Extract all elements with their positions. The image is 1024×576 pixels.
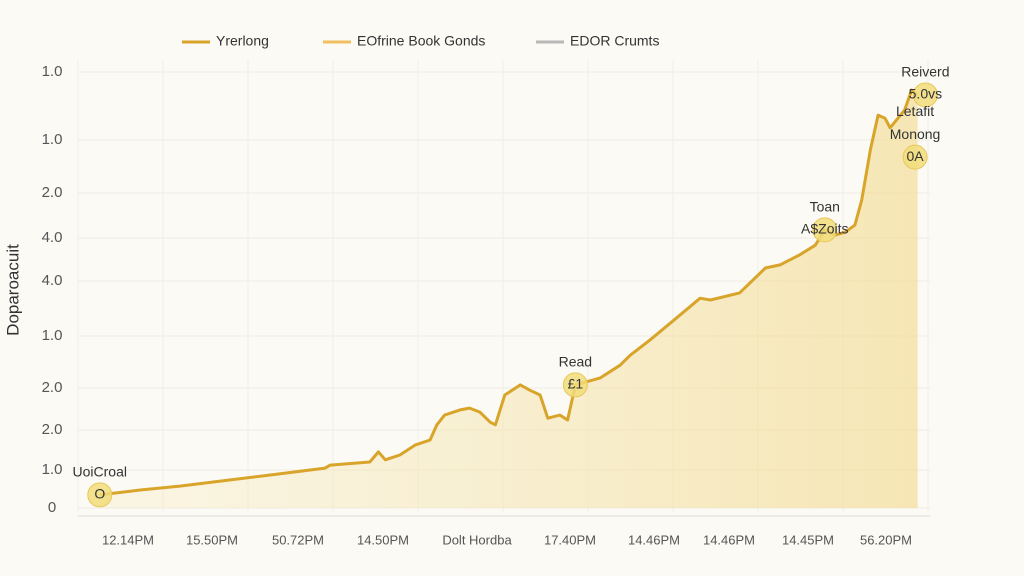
x-tick-label: 15.50PM xyxy=(186,532,238,547)
annotation-marker xyxy=(562,372,588,398)
area xyxy=(99,90,918,508)
legend-label: Yrerlong xyxy=(216,33,269,49)
y-tick-label: 1.0 xyxy=(42,63,63,80)
x-tick-label: 14.46PM xyxy=(703,532,755,547)
y-axis-title: Doparoacuit xyxy=(3,244,22,336)
y-tick-label: 1.0 xyxy=(42,327,63,344)
line xyxy=(99,88,919,497)
annotation-marker xyxy=(87,482,113,508)
x-tick-label: 14.46PM xyxy=(628,532,680,547)
y-tick-label: 2.0 xyxy=(42,184,63,201)
x-tick-label: 14.50PM xyxy=(357,532,409,547)
x-tick-label: 17.40PM xyxy=(544,532,596,547)
annotation-value: A$Zoits xyxy=(801,221,848,237)
y-tick-label: 0 xyxy=(48,499,56,516)
annotation-label: Monong xyxy=(890,126,941,142)
annotation-label: Reiverd xyxy=(901,64,949,80)
annotation-value: £1 xyxy=(568,376,584,392)
legend-label: EOfrine Book Gonds xyxy=(357,33,485,49)
annotation-marker xyxy=(812,217,838,243)
legend-label: EDOR Crumts xyxy=(570,33,659,49)
annotation-marker xyxy=(902,144,928,170)
annotation-value: 0A xyxy=(906,148,924,164)
x-tick-label: 12.14PM xyxy=(102,532,154,547)
x-tick-label: 14.45PM xyxy=(782,532,834,547)
annotation-label: Letafit xyxy=(896,103,934,119)
annotation-value: O xyxy=(94,486,105,502)
annotation-label: Toan xyxy=(810,199,840,215)
x-tick-label: 50.72PM xyxy=(272,532,324,547)
annotation-marker xyxy=(912,82,938,108)
y-tick-label: 4.0 xyxy=(42,272,63,289)
y-tick-label: 1.0 xyxy=(42,461,63,478)
x-tick-label: 56.20PM xyxy=(860,532,912,547)
annotation-label: UoiCroal xyxy=(73,464,127,480)
annotation-label: Read xyxy=(559,354,592,370)
y-tick-label: 1.0 xyxy=(42,131,63,148)
y-tick-label: 4.0 xyxy=(42,229,63,246)
y-tick-label: 2.0 xyxy=(42,421,63,438)
x-tick-label: Dolt Hordba xyxy=(442,532,512,547)
annotation-value: 5.0vs xyxy=(909,86,942,102)
y-tick-label: 2.0 xyxy=(42,379,63,396)
